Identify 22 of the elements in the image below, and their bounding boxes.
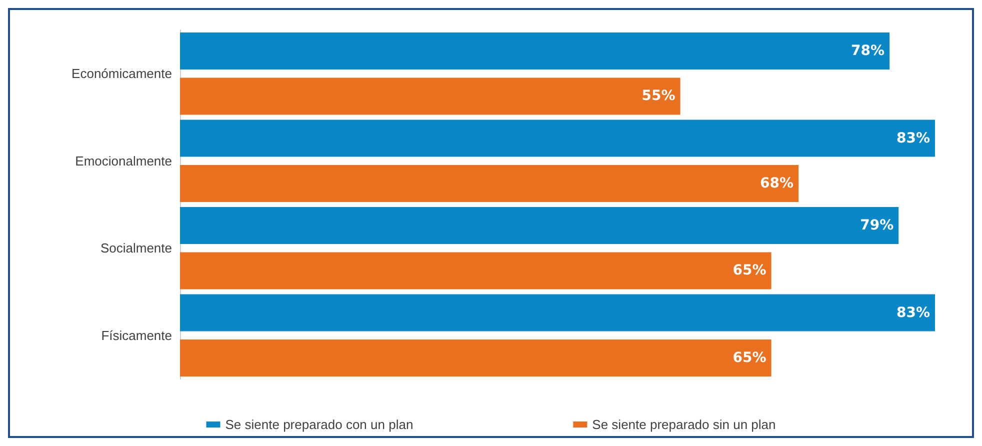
data-label: 83% xyxy=(896,130,930,146)
bar xyxy=(180,32,890,70)
legend-label: Se siente preparado sin un plan xyxy=(592,417,776,432)
legend-label: Se siente preparado con un plan xyxy=(225,417,414,432)
y-tick-label: Económicamente xyxy=(72,66,172,82)
data-label: 55% xyxy=(642,88,676,104)
data-label: 65% xyxy=(732,262,766,279)
bar xyxy=(180,120,935,157)
data-label: 79% xyxy=(860,218,894,234)
data-label: 83% xyxy=(896,304,930,321)
bar xyxy=(180,207,899,244)
bar xyxy=(180,339,772,376)
data-label: 65% xyxy=(732,350,766,366)
bar xyxy=(180,164,799,202)
bar xyxy=(180,294,935,332)
data-label: 68% xyxy=(760,175,794,192)
bar xyxy=(180,252,772,290)
y-tick-label: Socialmente xyxy=(100,240,172,256)
y-tick-label: Físicamente xyxy=(101,328,172,343)
bar xyxy=(180,78,680,115)
y-tick-label: Emocionalmente xyxy=(75,153,172,168)
data-label: 78% xyxy=(851,43,885,60)
